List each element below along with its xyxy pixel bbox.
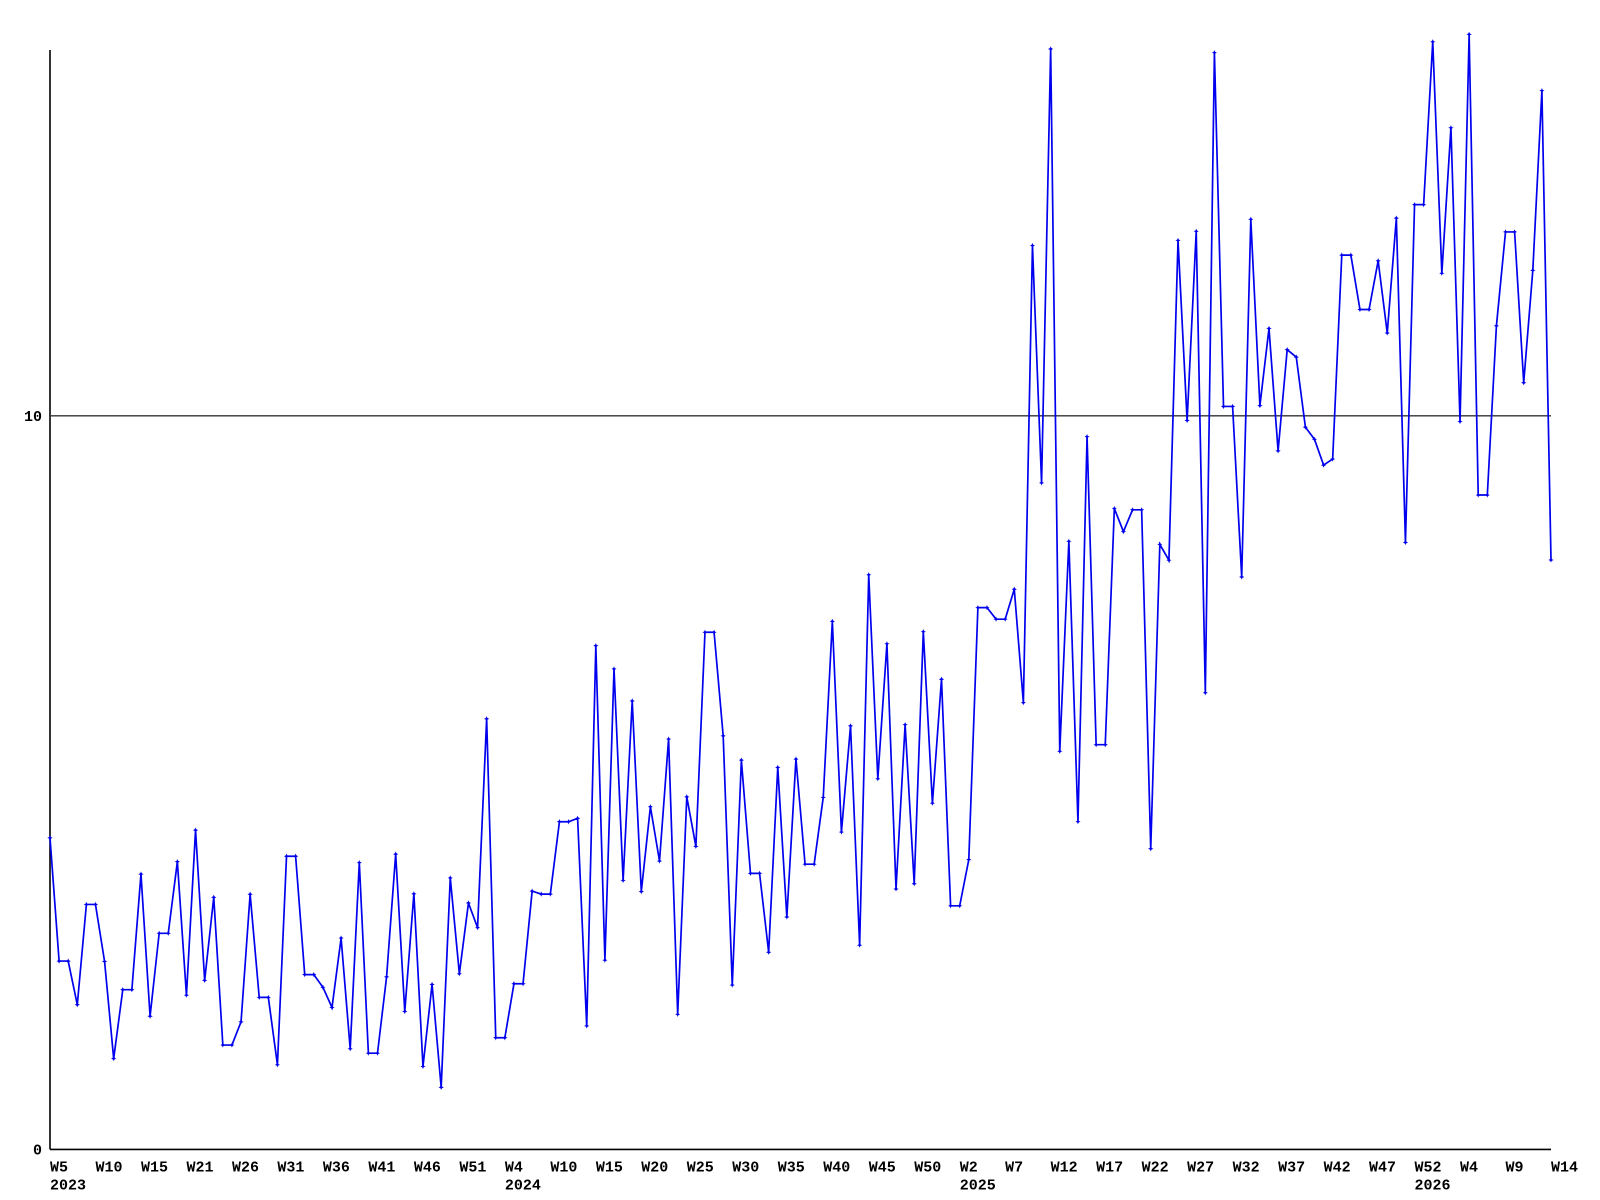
svg-text:10: 10 xyxy=(24,409,42,426)
svg-text:W15: W15 xyxy=(596,1159,623,1176)
svg-text:W22: W22 xyxy=(1142,1159,1169,1176)
svg-text:2024: 2024 xyxy=(505,1177,541,1194)
svg-text:W51: W51 xyxy=(459,1159,486,1176)
svg-text:W12: W12 xyxy=(1051,1159,1078,1176)
svg-text:W52: W52 xyxy=(1415,1159,1442,1176)
svg-text:2026: 2026 xyxy=(1415,1177,1451,1194)
svg-text:W21: W21 xyxy=(186,1159,213,1176)
svg-text:W40: W40 xyxy=(823,1159,850,1176)
svg-text:W4: W4 xyxy=(505,1159,523,1176)
svg-text:W42: W42 xyxy=(1324,1159,1351,1176)
svg-text:2023: 2023 xyxy=(50,1177,86,1194)
svg-text:W46: W46 xyxy=(414,1159,441,1176)
svg-text:W5: W5 xyxy=(50,1159,68,1176)
svg-text:W4: W4 xyxy=(1460,1159,1478,1176)
svg-text:W10: W10 xyxy=(550,1159,577,1176)
svg-text:W50: W50 xyxy=(914,1159,941,1176)
svg-text:W27: W27 xyxy=(1187,1159,1214,1176)
svg-text:W26: W26 xyxy=(232,1159,259,1176)
svg-text:W2: W2 xyxy=(960,1159,978,1176)
svg-text:0: 0 xyxy=(33,1142,42,1159)
svg-text:W14: W14 xyxy=(1551,1159,1578,1176)
svg-text:W41: W41 xyxy=(368,1159,395,1176)
svg-text:W25: W25 xyxy=(687,1159,714,1176)
svg-text:W20: W20 xyxy=(641,1159,668,1176)
svg-text:W36: W36 xyxy=(323,1159,350,1176)
svg-text:W7: W7 xyxy=(1005,1159,1023,1176)
svg-text:W47: W47 xyxy=(1369,1159,1396,1176)
svg-text:W15: W15 xyxy=(141,1159,168,1176)
svg-text:W31: W31 xyxy=(277,1159,304,1176)
svg-text:2025: 2025 xyxy=(960,1177,996,1194)
svg-text:W10: W10 xyxy=(95,1159,122,1176)
svg-text:W45: W45 xyxy=(869,1159,896,1176)
svg-text:W9: W9 xyxy=(1506,1159,1524,1176)
svg-text:W32: W32 xyxy=(1233,1159,1260,1176)
svg-text:W30: W30 xyxy=(732,1159,759,1176)
svg-text:W35: W35 xyxy=(778,1159,805,1176)
svg-text:W37: W37 xyxy=(1278,1159,1305,1176)
svg-text:W17: W17 xyxy=(1096,1159,1123,1176)
